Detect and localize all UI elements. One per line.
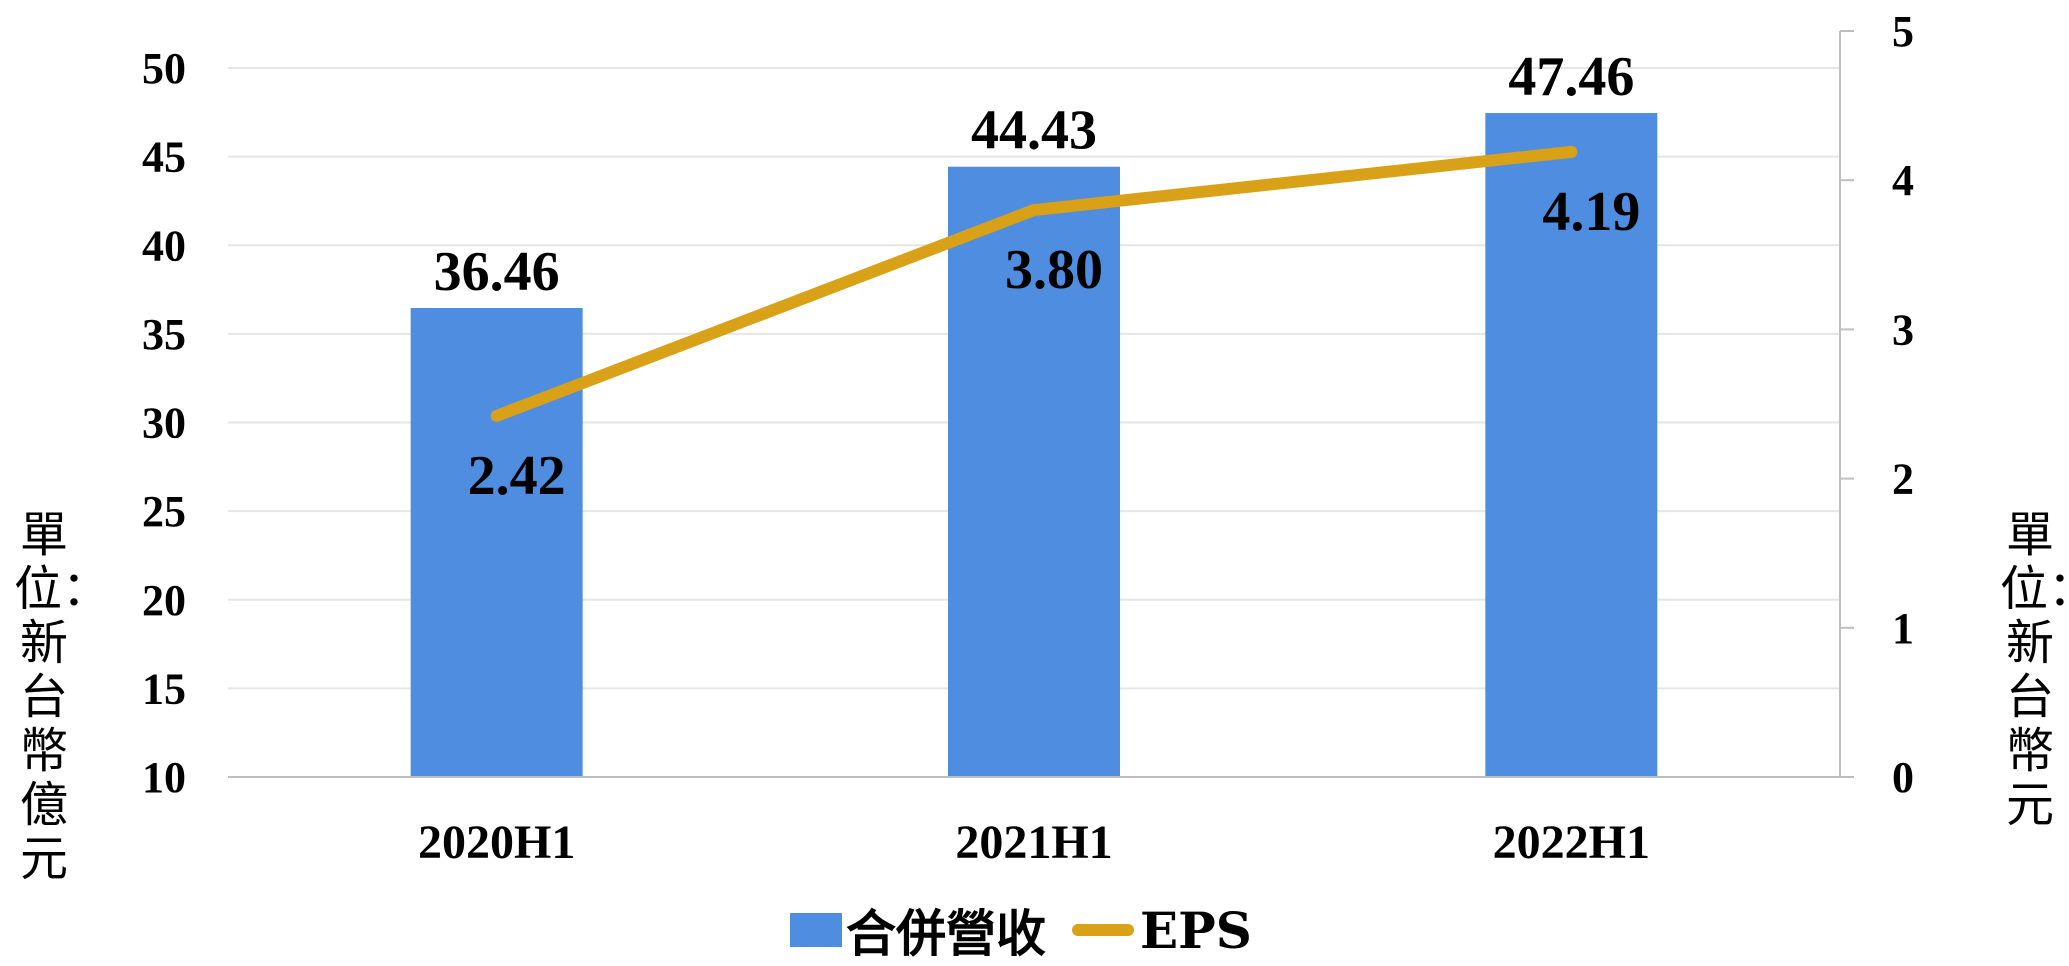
legend-line-swatch (1072, 924, 1134, 936)
x-tick-label: 2020H1 (418, 816, 575, 869)
left-tick-label: 50 (142, 44, 186, 93)
left-axis-title: 單位：新台幣億元 (14, 507, 111, 887)
eps-data-label: 4.19 (1542, 181, 1640, 243)
eps-point (494, 413, 499, 418)
right-tick-label: 2 (1892, 455, 1914, 504)
revenue-bar (1485, 113, 1658, 778)
right-tick-label: 5 (1892, 7, 1914, 56)
legend-label-revenue: 合併營收 (846, 904, 1046, 963)
left-tick-label: 10 (142, 753, 186, 802)
line-series (490, 145, 1578, 422)
revenue-bar (410, 307, 583, 777)
right-tick-label: 4 (1892, 156, 1914, 205)
x-tick-label: 2022H1 (1493, 816, 1650, 869)
eps-data-label: 2.42 (468, 445, 566, 507)
revenue-data-label: 36.46 (434, 241, 560, 303)
right-axis-title: 單位：新台幣元 (2000, 507, 2069, 833)
legend-label-eps: EPS (1140, 900, 1252, 960)
revenue-data-label: 44.43 (971, 100, 1097, 162)
x-tick-label: 2021H1 (955, 816, 1112, 869)
revenue-data-label: 47.46 (1508, 46, 1634, 108)
revenue-bar (948, 166, 1120, 777)
legend-bar-swatch (790, 913, 842, 947)
right-tick-label: 1 (1892, 604, 1914, 653)
left-tick-label: 40 (142, 221, 186, 270)
right-tick-label: 3 (1892, 305, 1914, 354)
left-tick-label: 30 (142, 399, 186, 448)
eps-data-label: 3.80 (1005, 239, 1103, 301)
bar-series (410, 113, 1658, 778)
left-tick-label: 25 (142, 487, 186, 536)
right-tick-label: 0 (1892, 753, 1914, 802)
eps-point (1569, 149, 1574, 154)
eps-point (1032, 208, 1036, 213)
left-tick-label: 15 (142, 664, 186, 713)
left-tick-label: 20 (142, 576, 186, 625)
legend: 合併營收 EPS (790, 900, 1252, 963)
left-tick-label: 35 (142, 310, 186, 359)
left-tick-label: 45 (142, 133, 186, 182)
data-labels: 36.46 44.43 47.46 2.42 3.80 4.19 (434, 46, 1641, 507)
